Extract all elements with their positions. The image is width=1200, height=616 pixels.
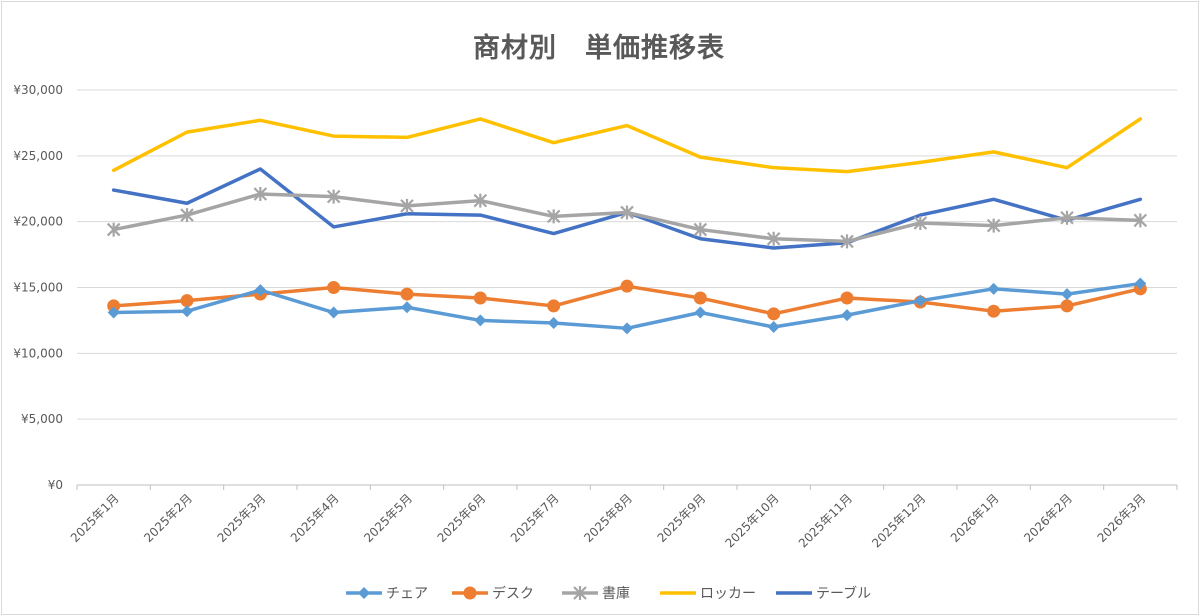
y-tick-label: ¥5,000 [21, 412, 63, 426]
y-tick-label: ¥30,000 [13, 83, 63, 97]
data-point [1134, 277, 1147, 290]
data-point [693, 291, 707, 305]
y-tick-label: ¥25,000 [13, 149, 63, 163]
x-tick-label: 2025年1月 [68, 491, 122, 545]
x-tick-label: 2025年11月 [796, 491, 855, 550]
data-point [327, 306, 340, 319]
x-tick-label: 2025年3月 [215, 491, 269, 545]
data-point [694, 306, 707, 319]
data-point [107, 299, 121, 313]
legend-marker [573, 586, 587, 600]
y-tick-label: ¥10,000 [13, 346, 63, 360]
data-point [986, 218, 1001, 233]
series-3 [111, 117, 1143, 174]
y-tick-label: ¥20,000 [13, 215, 63, 229]
data-point [913, 215, 928, 230]
chart-title: 商材別 単価推移表 [473, 33, 725, 64]
x-tick-label: 2026年2月 [1021, 491, 1075, 545]
data-point [987, 282, 1000, 295]
data-point [620, 205, 634, 220]
data-point [766, 231, 781, 246]
legend-item: デスク [452, 585, 534, 602]
data-point [326, 189, 341, 204]
data-point [254, 284, 267, 297]
x-tick-label: 2025年12月 [869, 491, 928, 550]
y-tick-label: ¥0 [48, 478, 63, 492]
data-point [987, 304, 1001, 318]
data-point [401, 301, 413, 314]
y-tick-label: ¥15,000 [13, 281, 63, 295]
series-line [111, 117, 1143, 174]
data-point [767, 321, 780, 333]
data-point [547, 317, 560, 330]
data-point [181, 305, 193, 318]
legend-label: ロッカー [700, 586, 756, 602]
x-tick-label: 2025年5月 [361, 491, 415, 545]
data-point [547, 299, 561, 313]
data-point [107, 306, 120, 319]
legend-item: ロッカー [660, 586, 756, 602]
x-tick-label: 2025年4月 [288, 491, 342, 545]
data-point [1133, 213, 1148, 228]
data-point [327, 281, 341, 294]
data-point [1060, 299, 1074, 313]
data-point [914, 294, 927, 307]
legend-marker [463, 586, 477, 600]
x-tick-label: 2026年3月 [1095, 491, 1149, 545]
legend-label: チェア [386, 586, 428, 602]
legend-item: 書庫 [562, 585, 630, 602]
series-2 [106, 187, 1148, 249]
legend-label: テーブル [816, 585, 871, 602]
series-0 [107, 277, 1147, 335]
data-point [840, 234, 854, 249]
data-point [253, 187, 268, 202]
legend-marker [358, 587, 370, 599]
data-point [767, 307, 781, 321]
x-tick-label: 2025年9月 [655, 491, 709, 545]
x-tick-label: 2025年2月 [141, 491, 195, 545]
data-point [180, 208, 194, 223]
legend-item: テーブル [776, 585, 871, 602]
data-point [473, 291, 487, 305]
data-point [180, 294, 194, 308]
series-1 [107, 279, 1147, 321]
x-tick-label: 2025年6月 [435, 491, 489, 545]
data-point [474, 314, 487, 327]
data-point [693, 222, 708, 237]
legend-item: チェア [346, 586, 428, 602]
data-point [400, 287, 414, 301]
data-point [1061, 288, 1073, 301]
data-point [106, 222, 121, 237]
data-point [400, 198, 414, 213]
data-point [840, 291, 854, 305]
legend-label: 書庫 [602, 585, 630, 602]
x-tick-label: 2026年1月 [948, 491, 1002, 545]
data-point [841, 309, 853, 322]
legend-label: デスク [492, 585, 534, 602]
data-point [620, 279, 634, 293]
data-point [473, 193, 488, 208]
data-point [1060, 210, 1074, 225]
data-point [621, 322, 633, 335]
x-tick-label: 2025年10月 [723, 491, 782, 550]
data-point [546, 209, 561, 224]
x-tick-label: 2025年7月 [508, 491, 562, 545]
x-tick-label: 2025年8月 [581, 491, 635, 545]
